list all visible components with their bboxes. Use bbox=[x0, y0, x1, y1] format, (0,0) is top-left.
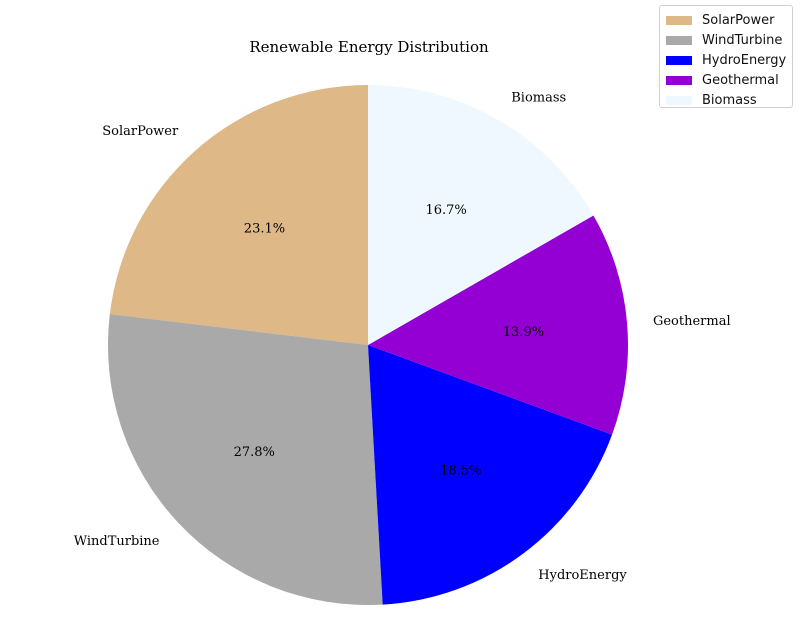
legend-swatch bbox=[666, 15, 692, 25]
slice-label-windturbine: WindTurbine bbox=[74, 534, 160, 549]
pie-slice-biomass bbox=[368, 85, 594, 345]
pie-slice-solarpower bbox=[109, 85, 368, 345]
pie-slice-geothermal bbox=[368, 215, 628, 435]
legend-item-biomass: Biomass bbox=[666, 90, 786, 110]
pie-slices bbox=[108, 85, 628, 606]
legend-item-hydroenergy: HydroEnergy bbox=[666, 50, 786, 70]
legend-item-windturbine: WindTurbine bbox=[666, 30, 786, 50]
slice-label-geothermal: Geothermal bbox=[653, 314, 731, 329]
chart-title: Renewable Energy Distribution bbox=[249, 38, 489, 56]
slice-percent-solarpower: 23.1% bbox=[244, 221, 285, 236]
legend-swatch bbox=[666, 35, 692, 45]
legend-label: HydroEnergy bbox=[702, 52, 787, 68]
legend-label: Biomass bbox=[702, 92, 757, 108]
legend-item-solarpower: SolarPower bbox=[666, 10, 786, 30]
pie-slice-hydroenergy bbox=[368, 345, 613, 605]
legend-swatch bbox=[666, 75, 692, 85]
legend-label: SolarPower bbox=[702, 12, 775, 28]
slice-percent-hydroenergy: 18.5% bbox=[440, 463, 481, 478]
legend-swatch bbox=[666, 95, 692, 105]
slice-label-solarpower: SolarPower bbox=[102, 124, 179, 139]
slice-label-biomass: Biomass bbox=[511, 90, 566, 105]
slice-label-hydroenergy: HydroEnergy bbox=[538, 568, 627, 583]
legend-label: Geothermal bbox=[702, 72, 779, 88]
legend-swatch bbox=[666, 55, 692, 65]
slice-percent-windturbine: 27.8% bbox=[234, 445, 275, 460]
slice-percent-biomass: 16.7% bbox=[425, 203, 466, 218]
pie-labels: SolarPower 23.1% WindTurbine 27.8% HydroEner… bbox=[74, 90, 731, 582]
pie-slice-windturbine bbox=[108, 314, 383, 606]
slice-percent-geothermal: 13.9% bbox=[503, 325, 544, 340]
legend-item-geothermal: Geothermal bbox=[666, 70, 786, 90]
legend-label: WindTurbine bbox=[702, 32, 783, 48]
legend: SolarPower WindTurbine HydroEnergy Geoth… bbox=[659, 5, 793, 108]
